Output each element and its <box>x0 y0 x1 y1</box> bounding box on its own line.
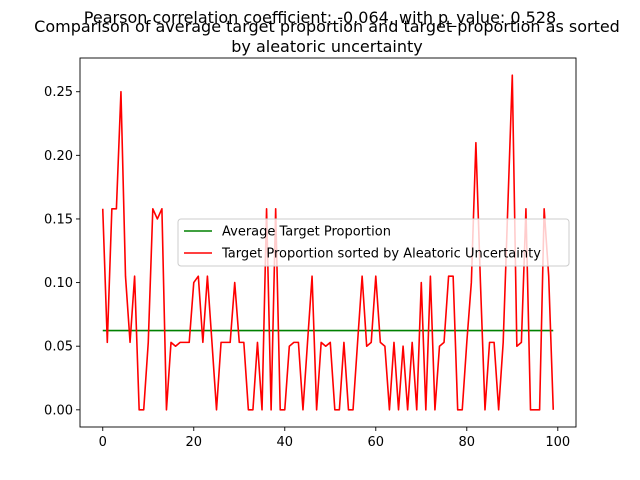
series-line-2 <box>101 74 555 411</box>
legend-label-2: Target Proportion sorted by Aleatoric Un… <box>221 247 541 262</box>
y-tick-label: 0.15 <box>44 212 73 227</box>
x-tick-label: 40 <box>276 435 293 450</box>
legend-box <box>177 218 570 267</box>
x-tick-label: 60 <box>368 435 385 450</box>
chart-title-line2: by aleatoric uncertainty <box>231 37 422 56</box>
legend-label-1: Average Target Proportion <box>222 225 391 240</box>
plot-area: 0 20 40 60 80 100 0.00 0.05 0.10 0.15 0.20 0.25 Aver… <box>44 57 577 450</box>
y-tick-label: 0.20 <box>44 149 73 164</box>
x-tick-label: 80 <box>459 435 476 450</box>
x-tick-label: 0 <box>99 435 107 450</box>
axes-frame <box>79 57 577 428</box>
chart-suptitle: Pearson correlation coefficient: -0.064,… <box>84 8 556 28</box>
x-tick-label: 100 <box>545 435 570 450</box>
y-tick-label: 0.05 <box>44 340 73 355</box>
y-tick-label: 0.00 <box>44 403 73 418</box>
x-tick-label: 20 <box>185 435 202 450</box>
y-tick-label: 0.25 <box>44 85 73 100</box>
y-tick-label: 0.10 <box>44 276 73 291</box>
chart-title-line1: Comparison of average target proportion … <box>34 17 620 36</box>
